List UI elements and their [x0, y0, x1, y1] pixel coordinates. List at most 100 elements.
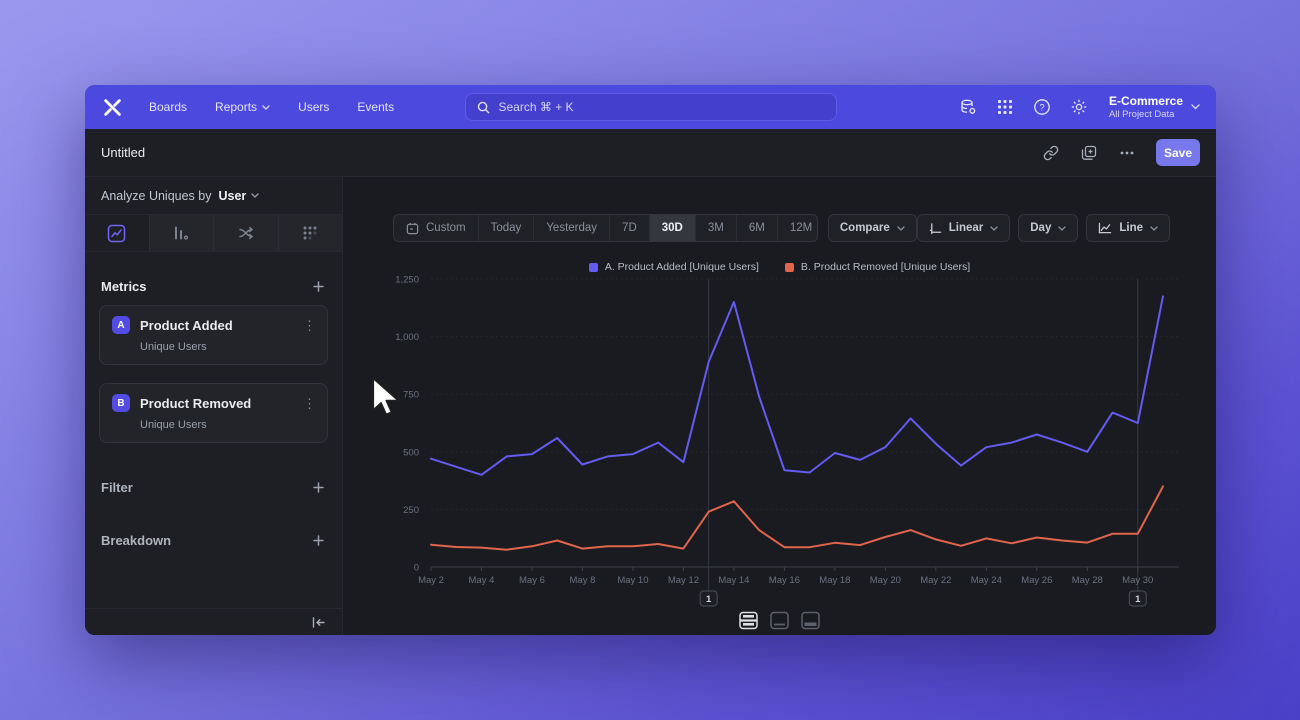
- analyze-entity-dropdown[interactable]: User: [218, 189, 259, 203]
- chart-layout-toggles: [343, 610, 1216, 630]
- scale-dropdown[interactable]: Linear: [916, 214, 1011, 242]
- chart-size-small-icon[interactable]: [800, 610, 822, 630]
- collapse-left-icon: [312, 616, 325, 628]
- date-range-yesterday[interactable]: Yesterday: [534, 215, 611, 241]
- filter-section-header: Filter: [85, 479, 342, 495]
- date-range-today[interactable]: Today: [479, 215, 535, 241]
- date-range-7d[interactable]: 7D: [610, 215, 650, 241]
- metric-name: Product Added: [140, 317, 233, 333]
- date-range-custom[interactable]: Custom: [394, 215, 479, 241]
- query-sidebar: Analyze Uniques by User: [85, 177, 343, 635]
- metric-subtitle[interactable]: Unique Users: [140, 419, 207, 431]
- metric-subtitle[interactable]: Unique Users: [140, 341, 207, 353]
- tab-bar-chart[interactable]: [150, 215, 214, 251]
- legend-item-b[interactable]: B. Product Removed [Unique Users]: [784, 261, 970, 273]
- chevron-down-icon: [897, 225, 905, 231]
- search-placeholder: Search ⌘ + K: [498, 100, 574, 114]
- more-icon[interactable]: [1118, 144, 1136, 162]
- chart-size-large-icon[interactable]: [738, 610, 760, 630]
- svg-text:May 4: May 4: [469, 575, 495, 586]
- metric-menu-icon[interactable]: ⋮: [303, 317, 316, 333]
- toolbar-actions: Save: [1042, 139, 1200, 166]
- chart-size-medium-icon[interactable]: [769, 610, 791, 630]
- svg-text:May 14: May 14: [718, 575, 749, 586]
- tab-flows[interactable]: [214, 215, 279, 251]
- svg-text:1,250: 1,250: [395, 275, 419, 286]
- compare-dropdown[interactable]: Compare: [827, 214, 917, 242]
- search-input[interactable]: Search ⌘ + K: [464, 93, 837, 121]
- chart-legend: A. Product Added [Unique Users] B. Produ…: [343, 261, 1216, 273]
- svg-text:May 2: May 2: [418, 575, 444, 586]
- metrics-section-header: Metrics: [85, 278, 342, 294]
- add-breakdown-button[interactable]: [310, 532, 326, 548]
- linear-axis-icon: [929, 222, 941, 234]
- add-metric-button[interactable]: [310, 278, 326, 294]
- insights-icon: [108, 224, 126, 242]
- tab-retention[interactable]: [279, 215, 343, 251]
- svg-text:May 30: May 30: [1122, 575, 1153, 586]
- nav-item-users[interactable]: Users: [298, 100, 330, 114]
- report-body: Analyze Uniques by User: [85, 177, 1216, 635]
- svg-text:?: ?: [1039, 102, 1044, 113]
- project-name: E-Commerce: [1108, 93, 1183, 108]
- breakdown-label: Breakdown: [101, 532, 172, 548]
- chevron-down-icon: [990, 225, 998, 231]
- top-nav: Boards Reports Users Events Search ⌘ + K: [85, 85, 1216, 129]
- nav-item-boards[interactable]: Boards: [149, 100, 188, 114]
- report-title[interactable]: Untitled: [101, 145, 146, 160]
- legend-item-a[interactable]: A. Product Added [Unique Users]: [588, 261, 759, 273]
- chart-controls: Custom Today Yesterday 7D 30D 3M 6M 12M …: [343, 214, 1216, 242]
- chevron-down-icon: [262, 104, 270, 110]
- svg-text:May 12: May 12: [668, 575, 699, 586]
- svg-text:May 24: May 24: [971, 575, 1002, 586]
- link-icon[interactable]: [1042, 144, 1060, 162]
- retention-icon: [303, 226, 317, 240]
- svg-text:May 28: May 28: [1072, 575, 1103, 586]
- apps-grid-icon[interactable]: [996, 98, 1014, 116]
- date-range-12m[interactable]: 12M: [778, 215, 817, 241]
- gear-icon[interactable]: [1070, 98, 1088, 116]
- chevron-down-icon: [1058, 225, 1067, 231]
- svg-text:May 26: May 26: [1021, 575, 1052, 586]
- svg-text:1,000: 1,000: [395, 332, 419, 343]
- svg-text:May 18: May 18: [819, 575, 850, 586]
- duplicate-icon[interactable]: [1080, 144, 1098, 162]
- report-toolbar: Untitled Save: [85, 129, 1216, 177]
- date-range-picker: Custom Today Yesterday 7D 30D 3M 6M 12M: [393, 214, 818, 242]
- plus-icon: [312, 280, 324, 292]
- plus-icon: [312, 481, 324, 493]
- legend-swatch-a: [588, 262, 598, 272]
- line-chart[interactable]: 0 250 500 750 1,000 1,250 1 1 May 2 May 4 May 6 May…: [351, 252, 1213, 612]
- metric-menu-icon[interactable]: ⋮: [303, 395, 316, 411]
- save-button[interactable]: Save: [1156, 139, 1200, 166]
- svg-text:500: 500: [403, 447, 419, 458]
- add-filter-button[interactable]: [310, 479, 326, 495]
- svg-text:750: 750: [403, 390, 419, 401]
- date-range-6m[interactable]: 6M: [737, 215, 778, 241]
- chevron-down-icon: [251, 193, 259, 198]
- date-range-3m[interactable]: 3M: [696, 215, 737, 241]
- help-icon[interactable]: ?: [1033, 98, 1051, 116]
- nav-item-events[interactable]: Events: [357, 100, 395, 114]
- collapse-sidebar-button[interactable]: [312, 616, 325, 628]
- mixpanel-logo-icon[interactable]: [101, 96, 123, 118]
- interval-dropdown[interactable]: Day: [1018, 214, 1079, 242]
- nav-item-reports[interactable]: Reports: [215, 100, 270, 114]
- project-subtitle: All Project Data: [1108, 108, 1175, 120]
- breakdown-section-header: Breakdown: [85, 532, 342, 548]
- project-switcher[interactable]: E-Commerce All Project Data: [1109, 94, 1200, 120]
- tab-insights[interactable]: [85, 215, 150, 251]
- analyze-row: Analyze Uniques by User: [85, 177, 342, 214]
- chart-type-dropdown[interactable]: Line: [1086, 214, 1170, 242]
- data-settings-icon[interactable]: [959, 98, 977, 116]
- date-range-30d[interactable]: 30D: [649, 215, 696, 241]
- svg-text:1: 1: [1135, 594, 1141, 605]
- bar-chart-icon: [175, 226, 189, 240]
- metric-card-b[interactable]: B Product Removed ⋮ Unique Users: [99, 383, 328, 443]
- metric-card-a[interactable]: A Product Added ⋮ Unique Users: [99, 305, 328, 365]
- svg-text:1: 1: [706, 594, 712, 605]
- filter-label: Filter: [101, 479, 133, 495]
- svg-text:May 22: May 22: [920, 575, 951, 586]
- search-icon: [477, 101, 489, 113]
